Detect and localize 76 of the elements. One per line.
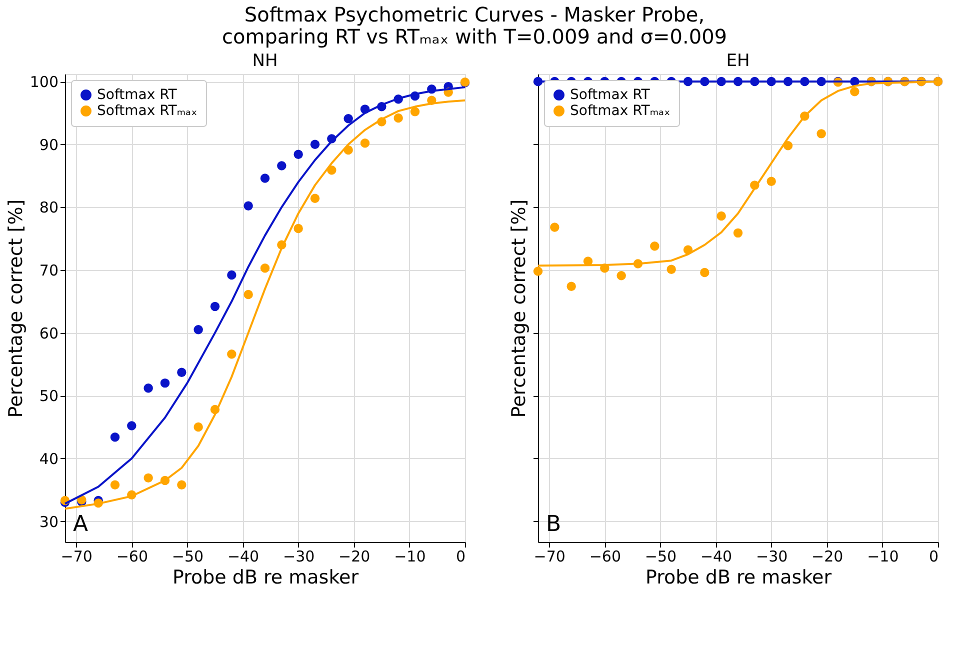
point — [533, 76, 543, 86]
y-tick-label: 30 — [39, 512, 58, 531]
x-tick-label: −70 — [534, 548, 566, 566]
point — [277, 161, 286, 170]
point — [144, 383, 153, 393]
point — [666, 264, 676, 274]
y-axis-title: Percentage correct [%] — [508, 199, 530, 418]
point — [194, 325, 203, 334]
annotation: B — [546, 512, 562, 537]
legend-label: Softmax RT — [97, 87, 178, 103]
y-tick-label: 40 — [39, 450, 58, 468]
y-tick-label: 80 — [39, 198, 58, 217]
point — [533, 266, 543, 276]
x-tick-label: −60 — [116, 548, 148, 566]
point — [566, 282, 576, 291]
y-tick-label: 90 — [39, 136, 58, 154]
point — [816, 129, 826, 138]
point — [110, 480, 120, 490]
point — [127, 421, 136, 430]
x-tick-label: 0 — [928, 548, 938, 566]
point — [260, 174, 270, 183]
point — [177, 480, 186, 490]
x-tick-label: −10 — [394, 548, 426, 566]
legend-label: Softmax RTₘₐₓ — [97, 103, 198, 119]
point — [716, 211, 726, 221]
x-tick-label: −10 — [867, 548, 899, 566]
point — [410, 107, 420, 116]
point — [294, 224, 303, 234]
x-tick-label: −50 — [644, 548, 677, 566]
point — [177, 368, 186, 377]
point — [227, 350, 236, 359]
chart-title: Softmax Psychometric Curves - Masker Probe, comparing RT vs RTₘₐₓ with T=0.009 and σ=0.009 — [222, 2, 728, 48]
x-tick-label: −60 — [589, 548, 621, 566]
chart-subtitle: EH — [726, 51, 750, 71]
point — [650, 242, 660, 251]
point — [850, 86, 860, 96]
x-tick-label: −40 — [227, 548, 260, 566]
annotation: A — [73, 512, 88, 537]
y-tick-label: 100 — [30, 73, 58, 92]
point — [227, 270, 236, 280]
point — [210, 302, 220, 312]
x-tick-label: −20 — [338, 548, 370, 566]
x-tick-label: −40 — [700, 548, 732, 566]
point — [294, 150, 303, 160]
x-tick-label: −30 — [283, 548, 315, 566]
point — [110, 432, 120, 442]
point — [344, 114, 353, 124]
point — [700, 268, 710, 278]
y-axis-title: Percentage correct [%] — [4, 199, 27, 418]
point — [394, 113, 403, 123]
x-tick-label: −30 — [756, 548, 788, 566]
point — [244, 201, 253, 211]
y-tick-label: 50 — [39, 387, 58, 406]
y-tick-label: 70 — [39, 261, 58, 280]
x-tick-label: −70 — [60, 548, 92, 566]
x-tick-label: −50 — [172, 548, 204, 566]
x-axis-title: Probe dB re masker — [172, 566, 359, 588]
point — [310, 194, 320, 203]
x-tick-label: 0 — [456, 548, 466, 566]
point — [244, 290, 253, 300]
point — [616, 271, 626, 280]
point — [550, 222, 560, 232]
point — [160, 378, 170, 388]
legend-label: Softmax RT — [570, 87, 650, 103]
chart-subtitle: NH — [252, 51, 278, 71]
x-tick-label: −20 — [812, 548, 844, 566]
point — [733, 228, 743, 238]
legend-label: Softmax RTₘₐₓ — [570, 103, 670, 119]
point — [310, 140, 320, 149]
x-axis-title: Probe dB re masker — [645, 566, 832, 588]
point — [194, 422, 203, 432]
point — [360, 138, 370, 148]
y-tick-label: 60 — [39, 324, 58, 342]
point — [260, 264, 270, 273]
point — [766, 176, 776, 186]
point — [144, 473, 153, 483]
